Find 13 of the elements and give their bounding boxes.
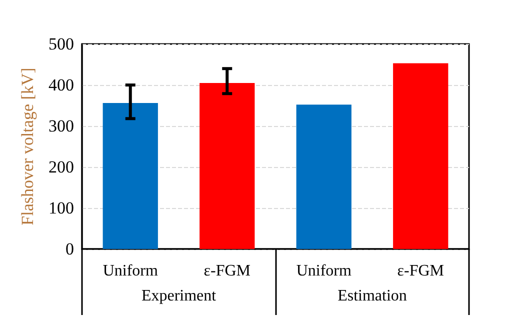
x-tick-label: ε-FGM [397, 262, 444, 280]
y-axis-title: Flashover voltage [kV] [18, 68, 37, 226]
text: Experiment [141, 288, 217, 304]
y-tick-label: 500 [48, 34, 74, 54]
x-tick-label: Uniform [102, 262, 158, 280]
y-tick-label: 200 [48, 158, 74, 176]
y-tick-label: 400 [48, 76, 74, 94]
y-tick-label: 0 [66, 240, 74, 258]
text: Estimation [338, 288, 407, 304]
x-tick-label: ε-FGM [204, 262, 250, 280]
y-tick-label: 300 [48, 116, 74, 136]
y-tick-label: 100 [48, 198, 74, 218]
x-tick-label: Uniform [296, 262, 352, 280]
